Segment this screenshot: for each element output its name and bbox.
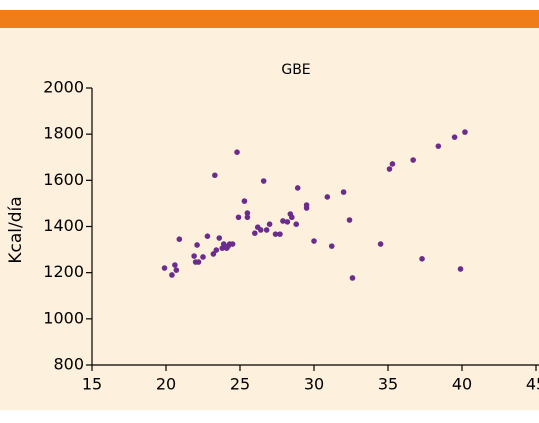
point (195, 259, 202, 265)
point (172, 262, 178, 268)
point (216, 235, 223, 241)
x-tick-label: 20 (156, 375, 176, 394)
point (284, 219, 291, 225)
point (235, 214, 242, 221)
point (229, 241, 236, 247)
point (324, 194, 331, 200)
point (303, 205, 310, 211)
y-tick-label: 1200 (43, 262, 84, 281)
panel-background (0, 28, 539, 410)
x-tick-label: 15 (82, 375, 102, 394)
point (349, 275, 356, 281)
point (252, 230, 258, 236)
header-bar (0, 10, 539, 28)
point (435, 143, 442, 149)
point (213, 247, 220, 253)
point (277, 231, 283, 237)
point (457, 266, 464, 272)
x-tick-label: 40 (452, 375, 472, 394)
point (212, 172, 218, 179)
y-tick-label: 1000 (43, 308, 84, 327)
point (451, 134, 458, 140)
point (220, 241, 227, 247)
point (173, 267, 180, 273)
point (234, 149, 240, 155)
point (244, 214, 251, 221)
point (386, 166, 393, 172)
y-tick-label: 1400 (43, 216, 84, 235)
point (377, 241, 384, 247)
point (328, 243, 335, 249)
point (266, 221, 273, 227)
point (241, 198, 248, 204)
y-tick-label: 2000 (43, 78, 84, 97)
point (389, 161, 396, 167)
point (294, 185, 301, 191)
y-axis-label: Kcal/día (6, 196, 26, 263)
point (272, 231, 279, 237)
point (200, 254, 206, 260)
point (244, 210, 251, 216)
point (311, 238, 317, 244)
y-tick-label: 800 (53, 355, 84, 374)
chart-title: GBE (281, 62, 310, 78)
point (289, 214, 295, 221)
x-tick-label: 25 (230, 375, 250, 394)
point (410, 157, 416, 163)
point (263, 227, 270, 233)
point (176, 236, 183, 242)
x-tick-label: 35 (378, 375, 398, 394)
point (161, 265, 168, 271)
point (340, 189, 347, 195)
point (169, 272, 175, 278)
point (210, 251, 217, 257)
x-tick-label: 45 (526, 375, 539, 394)
point (419, 256, 425, 262)
point (462, 129, 468, 135)
point (204, 233, 211, 239)
point (194, 242, 200, 248)
y-tick-label: 1800 (43, 124, 84, 143)
y-tick-label: 1600 (43, 170, 84, 189)
point (191, 253, 197, 259)
point (346, 217, 353, 223)
x-tick-label: 30 (304, 375, 324, 394)
point (280, 218, 286, 224)
point (293, 221, 300, 227)
point (257, 227, 264, 233)
point (260, 178, 267, 184)
